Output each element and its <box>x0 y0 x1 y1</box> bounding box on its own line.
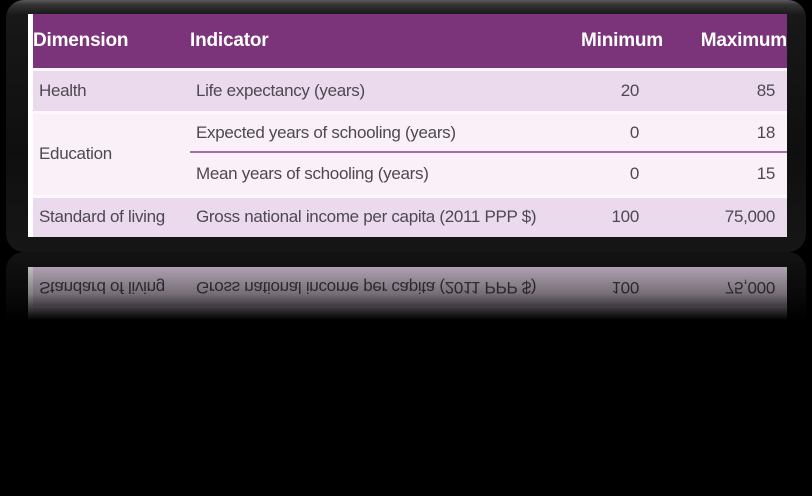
cell-maximum-mean-schooling: 15 <box>663 151 787 197</box>
column-header-dimension: Dimension <box>33 434 190 490</box>
cell-minimum-life-expectancy: 20 <box>566 391 663 435</box>
cell-minimum-gni-per-capita: 100 <box>566 267 663 308</box>
column-header-maximum: Maximum <box>663 434 787 490</box>
cell-maximum-life-expectancy: 85 <box>663 391 787 435</box>
cell-dimension-health: Health <box>33 67 190 113</box>
cell-maximum-gni-per-capita: 75,000 <box>663 194 787 237</box>
cell-indicator-mean-schooling: Mean years of schooling (years) <box>190 151 566 197</box>
table-row-health: Health Life expectancy (years) 20 85 <box>33 67 787 113</box>
table-row-health: Health Life expectancy (years) 20 85 <box>33 391 787 435</box>
header-row: Dimension Indicator Minimum Maximum <box>33 14 787 70</box>
cell-minimum-mean-schooling: 0 <box>566 151 663 197</box>
cell-minimum-life-expectancy: 20 <box>566 67 663 113</box>
cell-maximum-expected-schooling: 18 <box>663 351 787 392</box>
cell-maximum-expected-schooling: 18 <box>663 111 787 153</box>
cell-minimum-gni-per-capita: 100 <box>566 194 663 237</box>
column-header-minimum: Minimum <box>566 434 663 490</box>
cell-indicator-expected-schooling: Expected years of schooling (years) <box>190 351 566 392</box>
table-row-standard-of-living: Standard of living Gross national income… <box>33 267 787 308</box>
column-header-maximum: Maximum <box>663 14 787 70</box>
cell-indicator-mean-schooling: Mean years of schooling (years) <box>190 307 566 352</box>
cell-indicator-gni-per-capita: Gross national income per capita (2011 P… <box>190 267 566 308</box>
table-row-education-mean: Mean years of schooling (years) 0 15 <box>33 307 787 352</box>
cell-maximum-life-expectancy: 85 <box>663 67 787 113</box>
table-row-standard-of-living: Standard of living Gross national income… <box>33 194 787 237</box>
cell-dimension-health: Health <box>33 391 190 435</box>
cell-dimension-standard-of-living: Standard of living <box>33 194 190 237</box>
cell-dimension-standard-of-living: Standard of living <box>33 267 190 308</box>
hdi-table-card: Dimension Indicator Minimum Maximum Heal… <box>6 0 806 252</box>
hdi-table-card: Dimension Indicator Minimum Maximum Heal… <box>6 252 806 496</box>
cell-minimum-expected-schooling: 0 <box>566 351 663 392</box>
hdi-goalposts-table: Dimension Indicator Minimum Maximum Heal… <box>33 14 787 237</box>
cell-minimum-expected-schooling: 0 <box>566 111 663 153</box>
table-row-education-expected: Education Expected years of schooling (y… <box>33 111 787 197</box>
column-header-dimension: Dimension <box>33 14 190 70</box>
cell-minimum-mean-schooling: 0 <box>566 307 663 352</box>
table-row-education-expected: Education Expected years of schooling (y… <box>33 307 787 392</box>
table-surface: Dimension Indicator Minimum Maximum Heal… <box>28 267 787 490</box>
table-reflection: Dimension Indicator Minimum Maximum Heal… <box>6 252 806 496</box>
table-surface: Dimension Indicator Minimum Maximum Heal… <box>28 14 787 237</box>
cell-indicator-expected-schooling: Expected years of schooling (years) <box>190 111 566 153</box>
cell-maximum-mean-schooling: 15 <box>663 307 787 352</box>
cell-dimension-education: Education <box>33 307 190 392</box>
hdi-goalposts-table: Dimension Indicator Minimum Maximum Heal… <box>33 267 787 490</box>
column-header-indicator: Indicator <box>190 14 566 70</box>
cell-indicator-life-expectancy: Life expectancy (years) <box>190 67 566 113</box>
cell-indicator-life-expectancy: Life expectancy (years) <box>190 391 566 435</box>
cell-dimension-education: Education <box>33 111 190 197</box>
cell-indicator-gni-per-capita: Gross national income per capita (2011 P… <box>190 194 566 237</box>
header-row: Dimension Indicator Minimum Maximum <box>33 434 787 490</box>
cell-maximum-gni-per-capita: 75,000 <box>663 267 787 308</box>
column-header-minimum: Minimum <box>566 14 663 70</box>
table-row-education-mean: Mean years of schooling (years) 0 15 <box>33 151 787 197</box>
column-header-indicator: Indicator <box>190 434 566 490</box>
